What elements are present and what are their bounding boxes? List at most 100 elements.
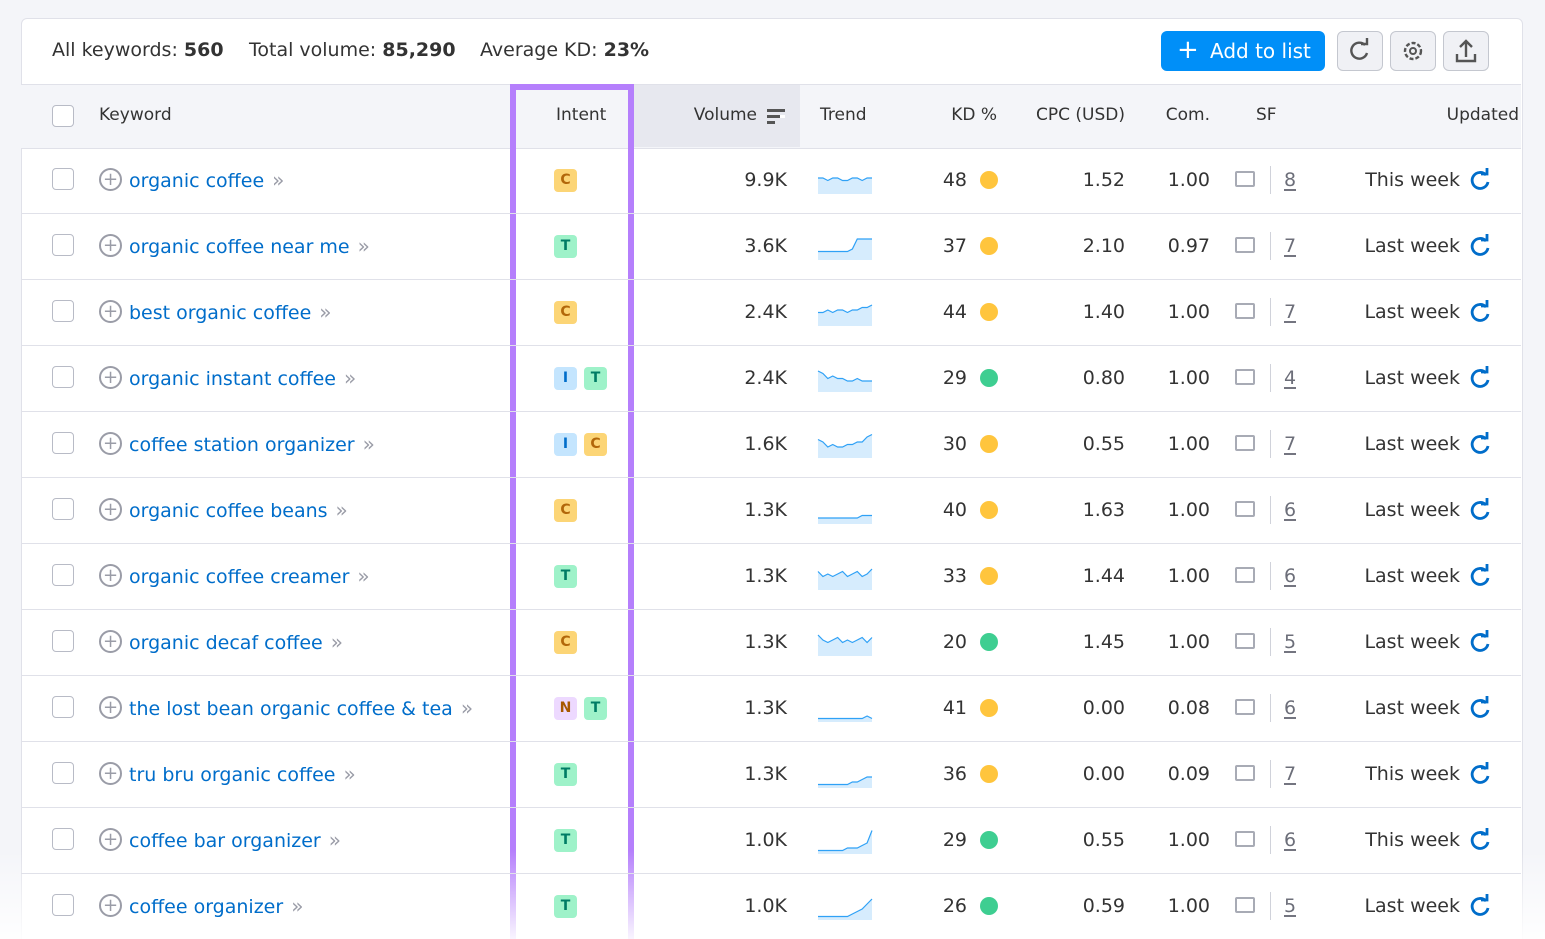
keyword-link[interactable]: organic decaf coffee» [129,630,343,654]
chevron-icon: » [330,630,343,654]
serp-icon[interactable] [1235,897,1255,913]
sf-count[interactable]: 5 [1284,895,1297,917]
sf-count[interactable]: 6 [1284,565,1297,587]
trend-line [818,514,872,519]
sf-count[interactable]: 7 [1284,301,1297,323]
trend-line [817,634,873,644]
trend-line [818,898,873,918]
serp-icon[interactable] [1235,171,1255,187]
keyword-link[interactable]: organic coffee creamer» [129,564,370,588]
sf-count[interactable]: 6 [1284,829,1297,851]
update-icon[interactable] [1468,762,1492,790]
keyword-link[interactable]: best organic coffee» [129,300,332,324]
update-icon[interactable] [1468,498,1492,526]
volume: 1.0K [744,829,787,851]
trend-line [818,304,873,314]
header-trend: Trend [820,105,867,125]
update-icon[interactable] [1468,564,1492,592]
keyword-link[interactable]: organic coffee beans» [129,498,348,522]
update-icon[interactable] [1468,828,1492,856]
cpc: 0.59 [1082,895,1125,917]
keyword-link[interactable]: organic instant coffee» [129,366,357,390]
serp-icon[interactable] [1235,369,1255,385]
updated: Last week [1364,433,1460,455]
kd: 33 [942,565,967,587]
row-checkbox[interactable] [52,564,74,586]
summary-label: Total volume: [249,39,377,61]
update-icon[interactable] [1468,168,1492,196]
serp-icon[interactable] [1235,633,1255,649]
serp-icon[interactable] [1235,303,1255,319]
competition: 1.00 [1167,499,1210,521]
update-icon[interactable] [1468,366,1492,394]
export-button[interactable] [1443,31,1489,71]
serp-icon[interactable] [1235,435,1255,451]
keyword-link[interactable]: organic coffee near me» [129,234,370,258]
serp-icon[interactable] [1235,501,1255,517]
sf-count[interactable]: 8 [1284,169,1297,191]
update-icon[interactable] [1468,630,1492,658]
keyword-link[interactable]: tru bru organic coffee» [129,762,356,786]
settings-button[interactable] [1390,31,1436,71]
row-divider [21,477,1521,478]
kd: 30 [942,433,967,455]
volume: 1.3K [744,697,787,719]
add-to-list-button[interactable]: + Add to list [1161,31,1325,71]
sort-icon-bar [767,121,775,124]
kd-dot [980,501,998,519]
update-icon[interactable] [1468,894,1492,922]
row-checkbox[interactable] [52,498,74,520]
chevron-icon: » [357,564,370,588]
row-divider [21,543,1521,544]
serp-icon[interactable] [1235,765,1255,781]
intent-highlight [510,84,634,939]
summary-item: Average KD: 23% [480,39,649,61]
keyword-link[interactable]: coffee organizer» [129,894,304,918]
keyword-link[interactable]: coffee bar organizer» [129,828,341,852]
row-checkbox[interactable] [52,234,74,256]
cpc: 0.00 [1082,697,1125,719]
row-checkbox[interactable] [52,894,74,916]
keyword-link[interactable]: organic coffee» [129,168,285,192]
refresh-button[interactable] [1337,31,1383,71]
kd: 26 [942,895,967,917]
trend-area [818,899,872,920]
update-icon[interactable] [1468,432,1492,460]
sf-count[interactable]: 6 [1284,499,1297,521]
row-checkbox[interactable] [52,300,74,322]
row-divider [21,741,1521,742]
sf-count[interactable]: 6 [1284,697,1297,719]
trend-line [817,568,873,578]
sf-count[interactable]: 7 [1284,763,1297,785]
keyword-link[interactable]: coffee station organizer» [129,432,375,456]
serp-icon[interactable] [1235,567,1255,583]
sf-count[interactable]: 7 [1284,235,1297,257]
row-checkbox[interactable] [52,432,74,454]
update-icon[interactable] [1468,234,1492,262]
row-checkbox[interactable] [52,630,74,652]
serp-icon[interactable] [1235,699,1255,715]
row-checkbox[interactable] [52,696,74,718]
cpc: 1.44 [1082,565,1125,587]
header-volume[interactable]: Volume [693,105,757,125]
intent-badge: T [554,565,577,588]
trend-line [817,370,872,382]
sf-divider [1270,694,1271,722]
row-checkbox[interactable] [52,828,74,850]
updated: Last week [1364,499,1460,521]
row-checkbox[interactable] [52,762,74,784]
update-icon[interactable] [1468,300,1492,328]
update-icon[interactable] [1468,696,1492,724]
summary-value: 23% [603,39,650,61]
keyword-link[interactable]: the lost bean organic coffee & tea» [129,696,474,720]
serp-icon[interactable] [1235,831,1255,847]
sf-count[interactable]: 4 [1284,367,1297,389]
row-checkbox[interactable] [52,168,74,190]
serp-icon[interactable] [1235,237,1255,253]
sf-count[interactable]: 7 [1284,433,1297,455]
kd: 44 [942,301,967,323]
cpc: 0.55 [1082,433,1125,455]
row-checkbox[interactable] [52,366,74,388]
header-checkbox[interactable] [52,105,74,127]
sf-count[interactable]: 5 [1284,631,1297,653]
